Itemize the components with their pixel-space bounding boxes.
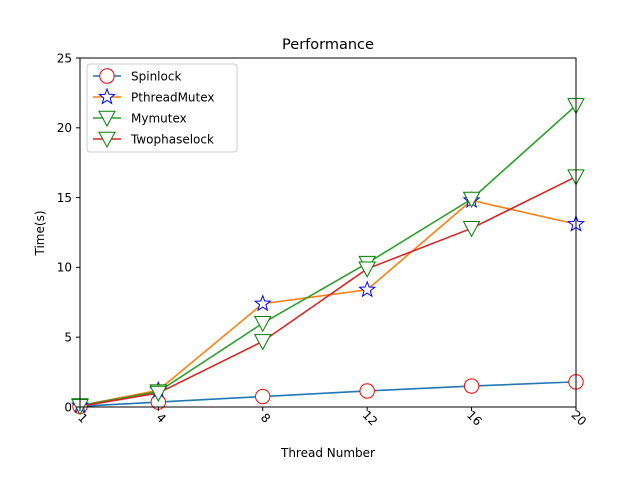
axes-frame xyxy=(79,57,577,408)
data-point-mymutex xyxy=(462,191,481,209)
data-point-pthreadmutex xyxy=(358,280,377,298)
y-tick-label: 15 xyxy=(57,191,72,205)
y-tick-label: 20 xyxy=(57,121,72,135)
legend-label: Mymutex xyxy=(131,112,187,126)
legend-label: PthreadMutex xyxy=(131,91,215,105)
series-line-pthreadmutex xyxy=(79,199,577,407)
data-point-pthreadmutex xyxy=(253,294,272,312)
legend: Spinlock PthreadMutex Mymutex Twophaselock xyxy=(86,63,238,153)
chart-title: Performance xyxy=(282,37,374,53)
legend-label: Spinlock xyxy=(131,70,181,84)
legend-marker-twophaselock xyxy=(98,131,116,149)
series-line-mymutex xyxy=(79,104,577,407)
y-axis-label: Time(s) xyxy=(33,211,47,257)
data-point-twophaselock xyxy=(149,385,168,403)
data-point-twophaselock xyxy=(253,334,272,351)
data-point-spinlock xyxy=(359,383,375,399)
y-tick-label: 5 xyxy=(64,331,72,345)
y-tick-label: 10 xyxy=(57,261,72,275)
data-point-twophaselock xyxy=(462,221,481,238)
y-tick-label: 0 xyxy=(64,400,72,414)
data-point-spinlock xyxy=(463,378,480,394)
legend-marker-mymutex xyxy=(98,110,116,128)
data-point-twophaselock xyxy=(358,261,376,278)
series-line-twophaselock xyxy=(79,175,577,408)
legend-marker-spinlock xyxy=(99,68,115,84)
series-line-spinlock xyxy=(79,381,577,408)
y-tick-label: 25 xyxy=(57,51,72,65)
data-point-spinlock xyxy=(255,388,271,405)
data-point-mymutex xyxy=(253,315,272,333)
legend-label: Twophaselock xyxy=(130,133,214,147)
x-axis-label: Thread Number xyxy=(280,446,375,460)
plot-area xyxy=(71,98,585,416)
legend-box xyxy=(86,63,238,153)
legend-marker-pthreadmutex xyxy=(98,87,116,105)
